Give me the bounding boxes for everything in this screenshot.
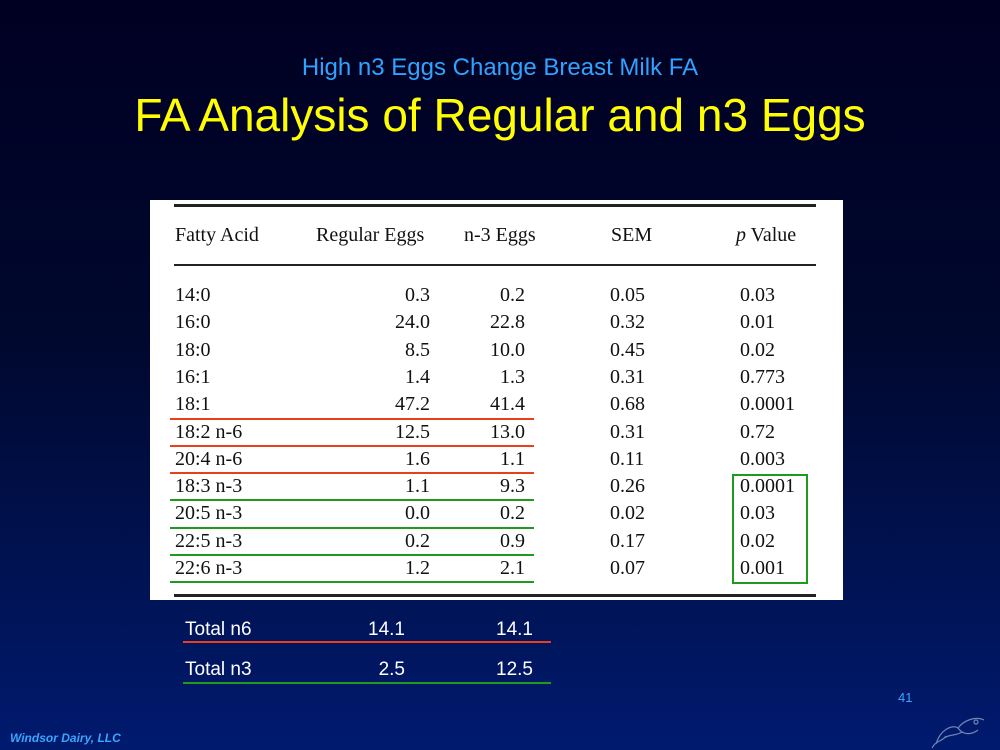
cell-fatty-acid: 18:0 — [175, 338, 211, 361]
n6-highlight-line — [170, 472, 534, 475]
cell-regular-eggs: 47.2 — [395, 393, 430, 416]
page-number: 41 — [898, 690, 913, 705]
cell-fatty-acid: 20:5 n-3 — [175, 502, 243, 525]
cell-n3-eggs: 22.8 — [490, 311, 525, 334]
header-regular-eggs: Regular Eggs — [316, 224, 425, 246]
cell-p-value: 0.02 — [740, 338, 775, 361]
n6-highlight-line — [170, 417, 534, 420]
bird-sketch-logo — [931, 717, 985, 749]
cell-sem: 0.68 — [610, 393, 645, 416]
cell-sem: 0.31 — [610, 365, 645, 388]
cell-p-value: 0.773 — [740, 365, 785, 388]
header-sem: SEM — [611, 224, 653, 246]
cell-n3-eggs: 0.2 — [500, 502, 525, 525]
cell-sem: 0.02 — [610, 502, 645, 525]
header-fatty-acid: Fatty Acid — [175, 224, 259, 246]
total-n3-row: Total n3 2.5 12.5 — [183, 655, 551, 685]
cell-sem: 0.05 — [610, 284, 645, 306]
n3-p-value-highlight-box — [732, 474, 808, 584]
cell-p-value: 0.0001 — [740, 393, 795, 416]
cell-p-value: 0.01 — [740, 311, 775, 334]
n6-highlight-line — [170, 444, 534, 447]
cell-p-value: 0.0001 — [740, 475, 795, 498]
cell-fatty-acid: 20:4 n-6 — [175, 447, 243, 470]
cell-sem: 0.32 — [610, 311, 645, 334]
cell-sem: 0.07 — [610, 557, 645, 579]
table-bottom-rule — [174, 594, 816, 597]
cell-sem: 0.26 — [610, 475, 645, 498]
header-p-value: p Value — [736, 224, 796, 247]
cell-n3-eggs: 41.4 — [490, 393, 525, 416]
cell-n3-eggs: 10.0 — [490, 338, 525, 361]
cell-fatty-acid: 18:3 n-3 — [175, 475, 243, 498]
total-n3-underline — [183, 682, 551, 684]
cell-p-value: 0.03 — [740, 502, 775, 525]
cell-p-value: 0.72 — [740, 420, 775, 443]
cell-regular-eggs: 1.6 — [405, 447, 430, 470]
total-n3-regular: 2.5 — [378, 659, 405, 680]
table-header-rule — [174, 264, 816, 266]
cell-n3-eggs: 0.2 — [500, 284, 525, 306]
cell-regular-eggs: 0.0 — [405, 502, 430, 525]
cell-fatty-acid: 16:1 — [175, 365, 211, 388]
cell-regular-eggs: 1.4 — [405, 365, 430, 388]
cell-fatty-acid: 14:0 — [175, 284, 211, 306]
total-n6-regular: 14.1 — [368, 619, 405, 640]
total-n3-n3: 12.5 — [496, 659, 533, 680]
cell-fatty-acid: 22:5 n-3 — [175, 529, 243, 552]
cell-n3-eggs: 1.3 — [500, 365, 525, 388]
cell-fatty-acid: 16:0 — [175, 311, 211, 334]
cell-regular-eggs: 0.2 — [405, 529, 430, 552]
total-n6-label: Total n6 — [185, 619, 252, 640]
fatty-acid-table: Fatty Acid Regular Eggs n-3 Eggs SEM p V… — [150, 200, 843, 600]
total-n6-n3: 14.1 — [496, 619, 533, 640]
cell-n3-eggs: 2.1 — [500, 557, 525, 579]
cell-regular-eggs: 0.3 — [405, 284, 430, 306]
footer-company: Windsor Dairy, LLC — [10, 731, 121, 745]
cell-p-value: 0.003 — [740, 447, 785, 470]
header-n3-eggs: n-3 Eggs — [464, 224, 536, 246]
total-n6-row: Total n6 14.1 14.1 — [183, 615, 551, 645]
n3-highlight-line — [170, 554, 534, 556]
n3-highlight-line — [170, 499, 534, 502]
table-top-rule — [174, 204, 816, 207]
cell-n3-eggs: 0.9 — [500, 529, 525, 552]
cell-n3-eggs: 13.0 — [490, 420, 525, 443]
cell-regular-eggs: 1.1 — [405, 475, 430, 498]
cell-p-value: 0.02 — [740, 529, 775, 552]
header-p-italic: p — [736, 224, 746, 246]
n3-highlight-line — [170, 526, 534, 529]
cell-sem: 0.31 — [610, 420, 645, 443]
cell-fatty-acid: 22:6 n-3 — [175, 557, 243, 579]
cell-regular-eggs: 8.5 — [405, 338, 430, 361]
cell-sem: 0.11 — [610, 447, 645, 470]
cell-sem: 0.17 — [610, 529, 645, 552]
cell-fatty-acid: 18:1 — [175, 393, 211, 416]
n3-highlight-line — [170, 581, 534, 584]
cell-fatty-acid: 18:2 n-6 — [175, 420, 243, 443]
total-n3-label: Total n3 — [185, 659, 252, 680]
total-n6-underline — [183, 641, 551, 643]
cell-n3-eggs: 9.3 — [500, 475, 525, 498]
slide-title: FA Analysis of Regular and n3 Eggs — [134, 89, 866, 141]
cell-regular-eggs: 12.5 — [395, 420, 430, 443]
cell-regular-eggs: 1.2 — [405, 557, 430, 579]
totals-block: Total n6 14.1 14.1 Total n3 2.5 12.5 — [183, 615, 553, 690]
cell-p-value: 0.001 — [740, 557, 785, 579]
cell-regular-eggs: 24.0 — [395, 311, 430, 334]
slide-subtitle: High n3 Eggs Change Breast Milk FA — [301, 54, 699, 81]
cell-n3-eggs: 1.1 — [500, 447, 525, 470]
header-p-rest: Value — [746, 224, 797, 246]
cell-p-value: 0.03 — [740, 284, 775, 306]
cell-sem: 0.45 — [610, 338, 645, 361]
